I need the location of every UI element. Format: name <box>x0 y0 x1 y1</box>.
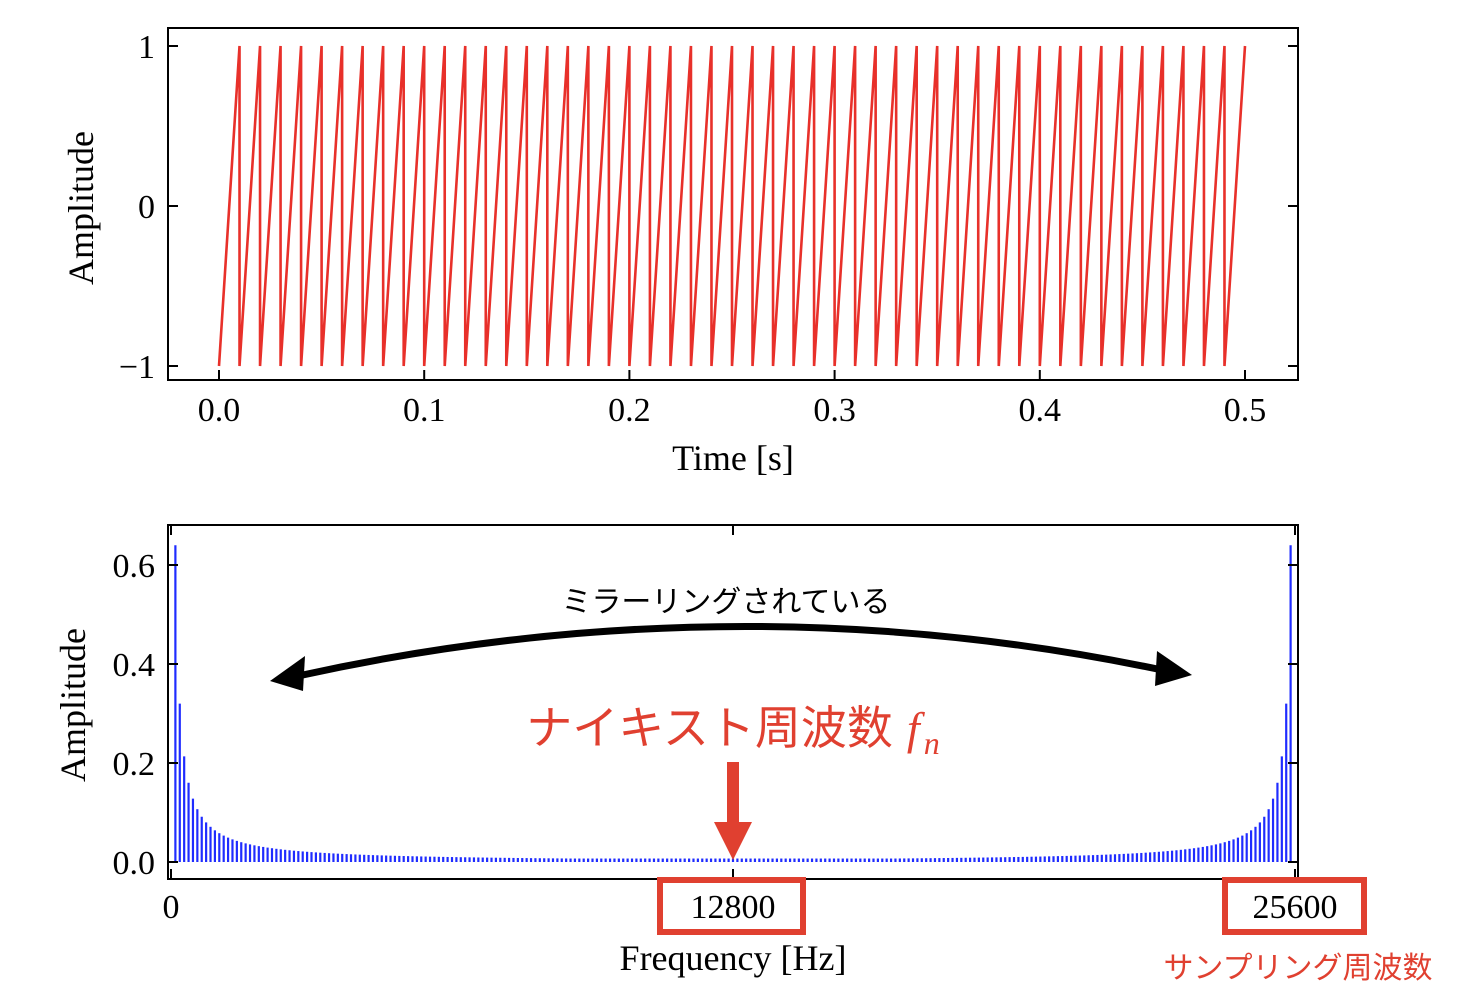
nyquist-arrow-head <box>714 822 752 860</box>
spectrum-y-axis-label: Amplitude <box>53 628 93 782</box>
nyquist-symbol-subscript: n <box>924 725 940 761</box>
nyquist-tick-highlight-box <box>657 877 806 935</box>
spectrum-y-tick-label: 0.4 <box>113 647 156 684</box>
time-plot-frame <box>167 27 1299 381</box>
time-y-axis-label: Amplitude <box>61 131 101 285</box>
spectrum-y-tick-label: 0.2 <box>113 746 156 783</box>
time-x-axis-label: Time [s] <box>672 438 794 478</box>
frequency-domain-chart: 0 12800 25600 0.0 0.2 0.4 0.6 Frequency [Hz] A… <box>53 524 1433 986</box>
frequency-x-tick-label: 12800 <box>691 889 776 926</box>
frequency-axis-ticks: 0 12800 25600 0.0 0.2 0.4 0.6 <box>113 525 1338 926</box>
time-y-tick-label: −1 <box>119 349 155 386</box>
time-y-tick-label: 0 <box>138 189 155 226</box>
spectrum-y-tick-label: 0.0 <box>113 845 156 882</box>
mirroring-annotation: ミラーリングされている <box>561 585 890 620</box>
nyquist-annotation-text: ナイキスト周波数 <box>526 701 893 755</box>
sampling-frequency-annotation: サンプリング周波数 <box>1163 951 1432 986</box>
time-x-tick-label: 0.2 <box>608 392 651 429</box>
mirroring-arrowhead-left <box>270 656 305 691</box>
mirroring-arrowhead-right <box>1155 651 1192 686</box>
frequency-x-tick-label: 25600 <box>1253 889 1338 926</box>
time-y-tick-label: 1 <box>138 29 155 66</box>
nyquist-annotation: ナイキスト周波数 f n <box>526 701 939 761</box>
time-domain-chart: 0.0 0.1 0.2 0.3 0.4 0.5 −1 0 1 Time [s] Amplitud… <box>61 27 1299 478</box>
time-x-tick-label: 0.0 <box>198 392 241 429</box>
sawtooth-polyline <box>217 45 1247 367</box>
spectrum-bars <box>174 545 1292 862</box>
frequency-x-tick-label: 0 <box>163 889 180 926</box>
sawtooth-signal-line <box>217 45 1247 367</box>
spectrum-y-tick-label: 0.6 <box>113 548 156 585</box>
time-x-tick-label: 0.1 <box>403 392 446 429</box>
mirroring-double-arrow-curve <box>297 623 1163 680</box>
sampling-tick-highlight-box <box>1222 877 1367 935</box>
time-axis-ticks: 0.0 0.1 0.2 0.3 0.4 0.5 −1 0 1 <box>119 29 1298 429</box>
time-x-tick-label: 0.3 <box>813 392 856 429</box>
nyquist-arrow-shaft <box>727 762 739 824</box>
frequency-x-axis-label: Frequency [Hz] <box>620 938 847 978</box>
time-x-tick-label: 0.5 <box>1224 392 1267 429</box>
time-x-tick-label: 0.4 <box>1019 392 1062 429</box>
